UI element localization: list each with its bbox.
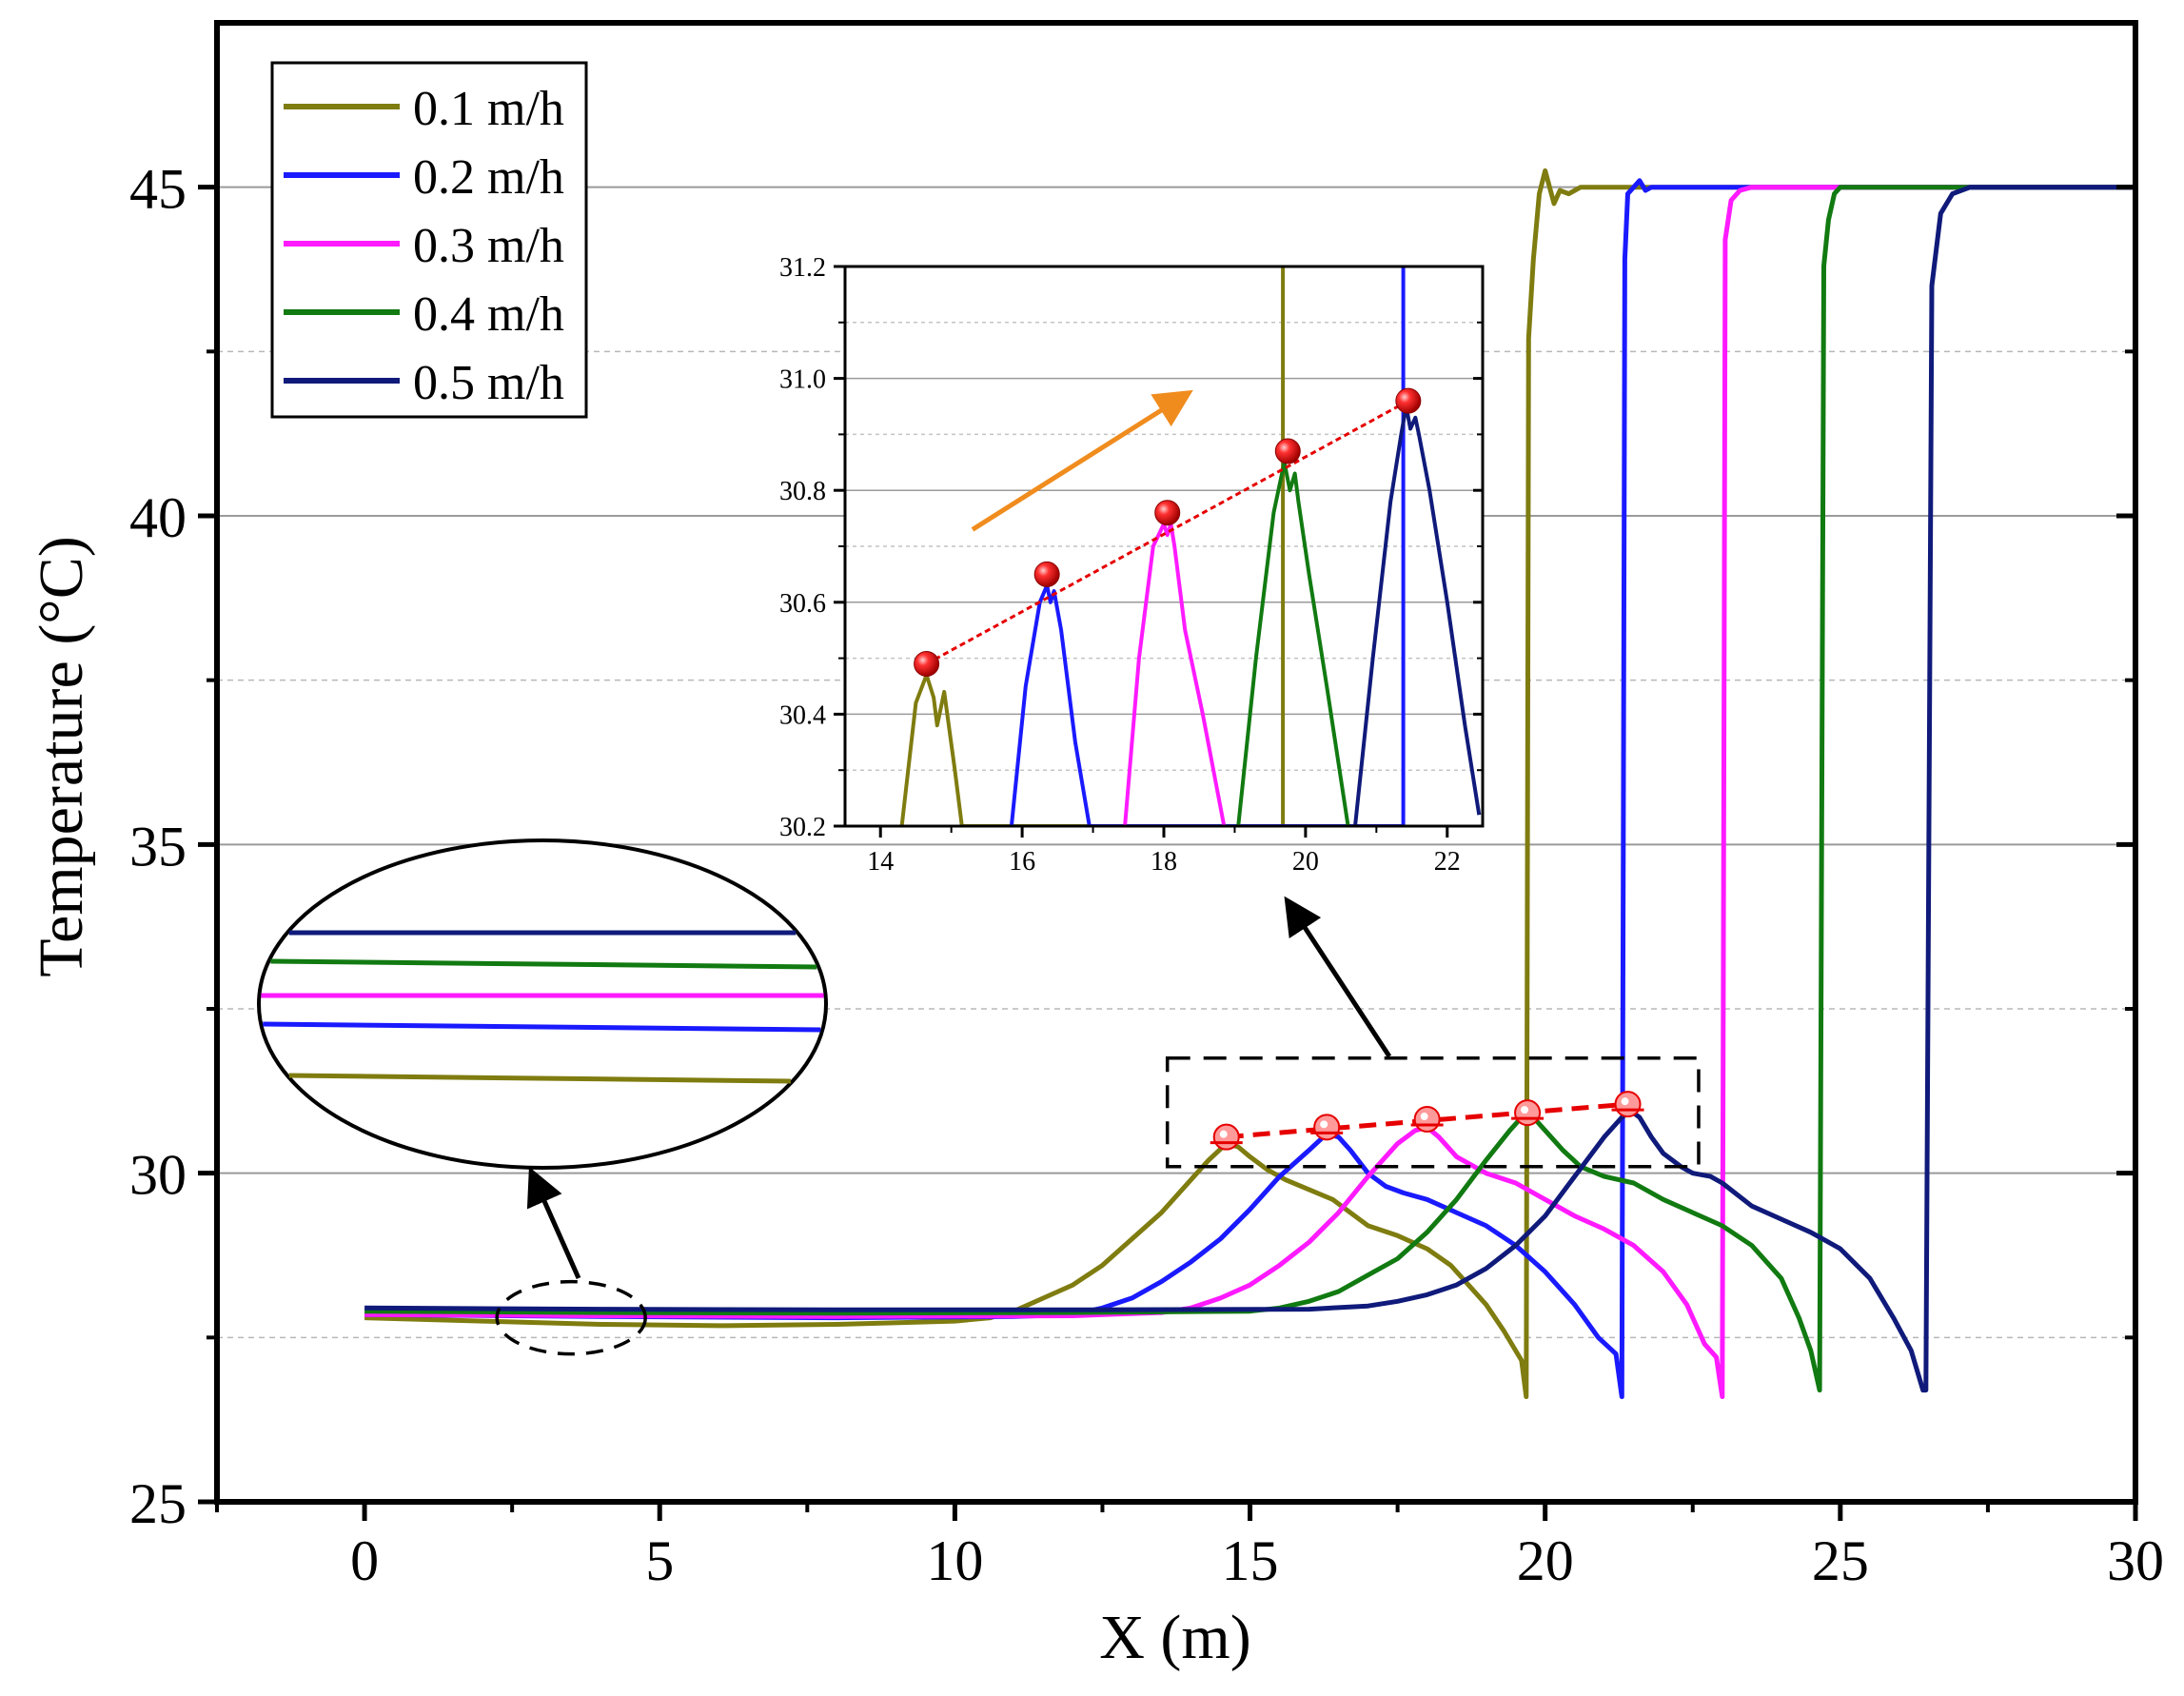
main-peak-marker [1310, 1114, 1344, 1141]
inset-peak-marker [1274, 438, 1301, 464]
zoom-region-box [1165, 1056, 1701, 1169]
arrow-to-inset [1284, 896, 1392, 1058]
main-peak-highlight [1621, 1097, 1629, 1106]
x-tick-label-0: 0 [350, 1529, 379, 1592]
zoom-line-0-1-m-h [288, 1073, 791, 1084]
initial-region-ellipse [495, 1279, 647, 1356]
legend-label-0-2-m-h: 0.2 m/h [413, 150, 564, 205]
x-axis-label: X (m) [1099, 1603, 1250, 1672]
main-plot-frame [214, 20, 2138, 1505]
main-peak-dot [1614, 1091, 1642, 1118]
main-peak-highlight [1521, 1106, 1529, 1114]
x-tick-label-20: 20 [1517, 1529, 1574, 1592]
zoom-line-0-4-m-h [270, 958, 817, 970]
inset-y-tick-label: 30.4 [779, 700, 826, 730]
main-peak-dot [1413, 1106, 1441, 1134]
main-series-lines [364, 168, 2135, 1399]
main-peak-dot [1313, 1114, 1341, 1141]
main-peak-marker [1210, 1123, 1243, 1151]
main-peak-dot [1514, 1099, 1542, 1127]
inset-series-0-5-m-h [1353, 404, 1482, 826]
inset-x-tick-label-22: 22 [1434, 847, 1461, 877]
y-tick-label-30: 30 [129, 1144, 187, 1207]
legend-label-0-4-m-h: 0.4 m/h [413, 287, 564, 342]
x-tick-label-10: 10 [926, 1529, 983, 1592]
main-peak-dot [1212, 1123, 1240, 1151]
arrow-to-zoom [526, 1166, 581, 1280]
inset-series-lines [899, 266, 1482, 826]
main-peak-highlight [1320, 1120, 1328, 1129]
inset-x-tick-label-20: 20 [1292, 847, 1319, 877]
inset-x-tick-label-16: 16 [1009, 847, 1035, 877]
inset-y-tick-label: 30.8 [779, 477, 826, 506]
inset-series-0-3-m-h [1123, 522, 1227, 826]
inset-peak-trendline [925, 399, 1409, 665]
x-tick-label-15: 15 [1222, 1529, 1279, 1592]
inset-series-0-4-m-h [1236, 460, 1350, 826]
series-0-5-m-h [364, 185, 2135, 1393]
inset-series-0-2-m-h [1009, 266, 1406, 826]
series-0-2-m-h [364, 178, 2135, 1399]
main-peak-marker [1511, 1099, 1545, 1127]
inset-y-tick-label: 30.2 [779, 813, 826, 842]
legend-label-0-5-m-h: 0.5 m/h [413, 356, 564, 410]
y-tick-label-40: 40 [129, 486, 187, 549]
legend-label-0-3-m-h: 0.3 m/h [413, 219, 564, 273]
y-tick-label-45: 45 [129, 158, 187, 221]
y-axis-label: Temperature (°C) [27, 536, 96, 976]
inset-x-tick-label-18: 18 [1151, 847, 1177, 877]
inset-x-tick-label-14: 14 [867, 847, 894, 877]
inset-peak-marker [1033, 561, 1060, 587]
main-peak-highlight [1219, 1130, 1228, 1138]
y-tick-label-35: 35 [129, 815, 187, 878]
main-peak-marker [1611, 1091, 1644, 1118]
x-tick-label-30: 30 [2107, 1529, 2164, 1592]
inset-trend-arrow [971, 389, 1193, 532]
legend-box [270, 61, 588, 419]
inset-peak-marker [1154, 500, 1181, 526]
inset-y-tick-label: 31.2 [779, 253, 826, 283]
y-tick-label-25: 25 [129, 1472, 187, 1535]
x-tick-label-5: 5 [645, 1529, 674, 1592]
series-0-3-m-h [364, 185, 2135, 1399]
inset-chart: 14 16 18 20 22 30.2 30.4 30.6 30.8 31.0 31.2 [779, 253, 1485, 877]
inset-peak-marker [1395, 387, 1422, 414]
x-tick-label-25: 25 [1812, 1529, 1869, 1592]
inset-peak-marker [914, 650, 940, 677]
main-axes: 0 5 10 15 20 25 30 25 30 35 40 45 [129, 20, 2164, 1592]
legend: 0.1 m/h 0.2 m/h 0.3 m/h 0.4 m/h 0.5 m/h [270, 61, 588, 419]
inset-y-tick-label: 31.0 [779, 365, 826, 395]
zoom-line-0-2-m-h [263, 1021, 821, 1033]
zoom-ellipse-frame [257, 838, 828, 1170]
legend-label-0-1-m-h: 0.1 m/h [413, 82, 564, 136]
inset-series-0-1-m-h [899, 266, 1286, 826]
main-peak-highlight [1420, 1113, 1428, 1121]
main-annotations [495, 896, 1701, 1356]
zoom-ellipse [257, 838, 828, 1170]
main-peak-marker [1410, 1106, 1444, 1134]
series-0-4-m-h [364, 185, 2135, 1393]
inset-y-tick-label: 30.6 [779, 589, 826, 619]
